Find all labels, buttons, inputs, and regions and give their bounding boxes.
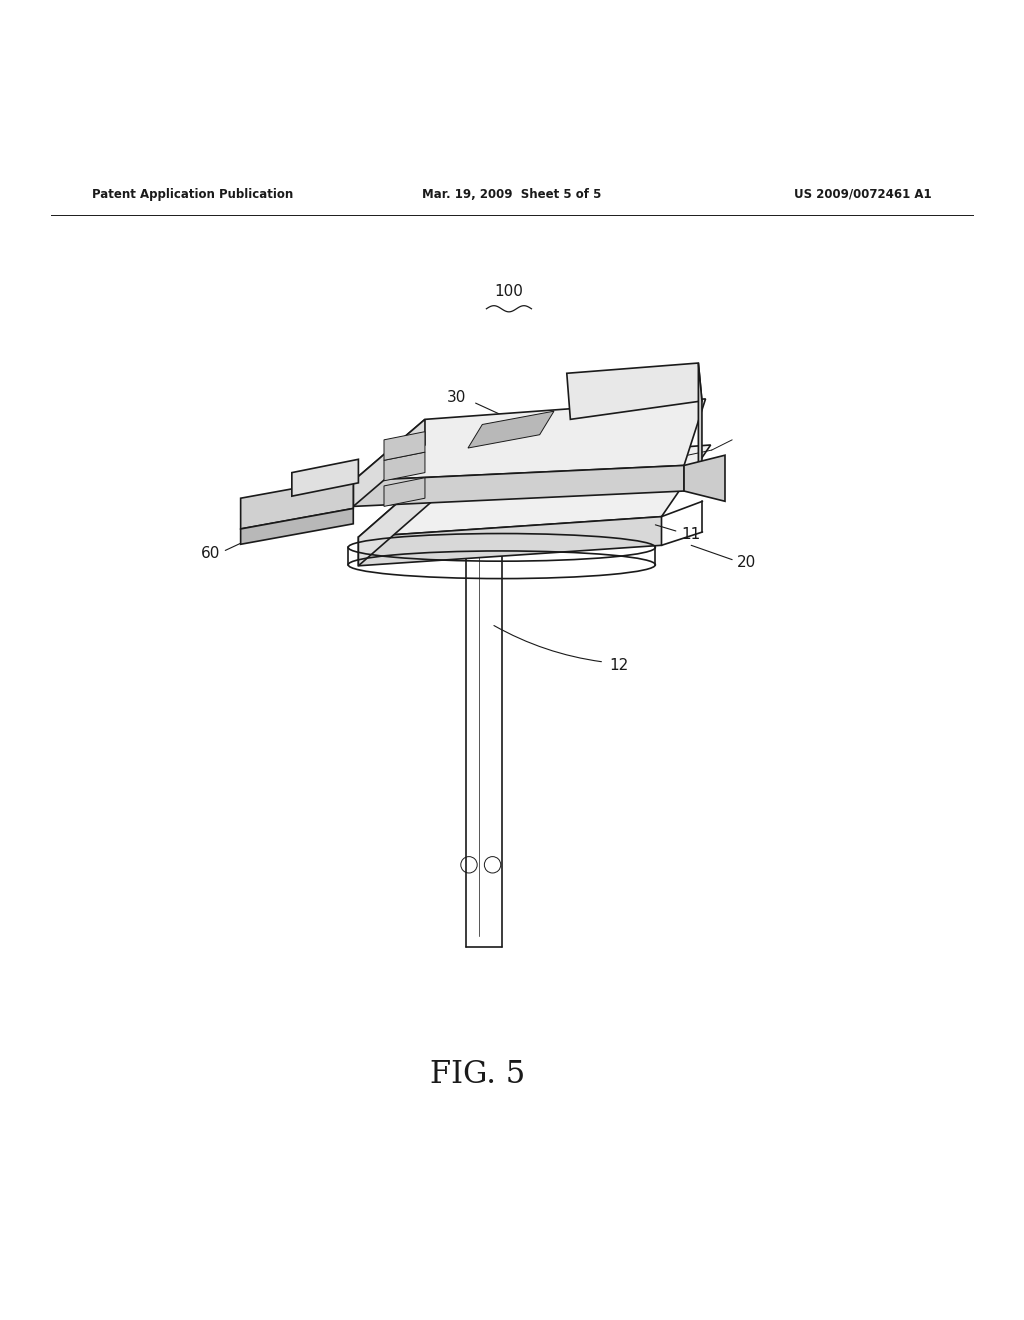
Text: 70: 70: [279, 495, 297, 510]
Polygon shape: [312, 480, 353, 512]
Polygon shape: [241, 478, 353, 529]
Text: Mar. 19, 2009  Sheet 5 of 5: Mar. 19, 2009 Sheet 5 of 5: [422, 187, 602, 201]
Polygon shape: [684, 455, 725, 502]
Polygon shape: [567, 363, 702, 420]
Text: 40: 40: [249, 502, 268, 517]
Polygon shape: [292, 459, 358, 496]
Polygon shape: [468, 411, 554, 447]
Text: 60: 60: [201, 546, 220, 561]
Polygon shape: [508, 457, 600, 491]
Text: FIG. 5: FIG. 5: [430, 1059, 525, 1090]
Text: 100: 100: [495, 284, 523, 298]
Polygon shape: [384, 453, 425, 480]
Text: 11: 11: [681, 527, 700, 541]
Text: 50: 50: [307, 502, 327, 517]
Polygon shape: [698, 363, 702, 486]
Polygon shape: [353, 420, 425, 507]
Polygon shape: [358, 466, 440, 566]
Text: Patent Application Publication: Patent Application Publication: [92, 187, 294, 201]
Polygon shape: [353, 466, 684, 507]
Text: US 2009/0072461 A1: US 2009/0072461 A1: [795, 187, 932, 201]
Text: 12: 12: [609, 657, 629, 673]
Polygon shape: [384, 478, 425, 507]
Polygon shape: [353, 399, 706, 480]
Polygon shape: [358, 516, 662, 566]
Text: 30: 30: [446, 391, 466, 405]
Polygon shape: [241, 508, 353, 544]
Polygon shape: [358, 445, 711, 537]
Polygon shape: [384, 432, 425, 461]
Text: 20: 20: [737, 556, 757, 570]
